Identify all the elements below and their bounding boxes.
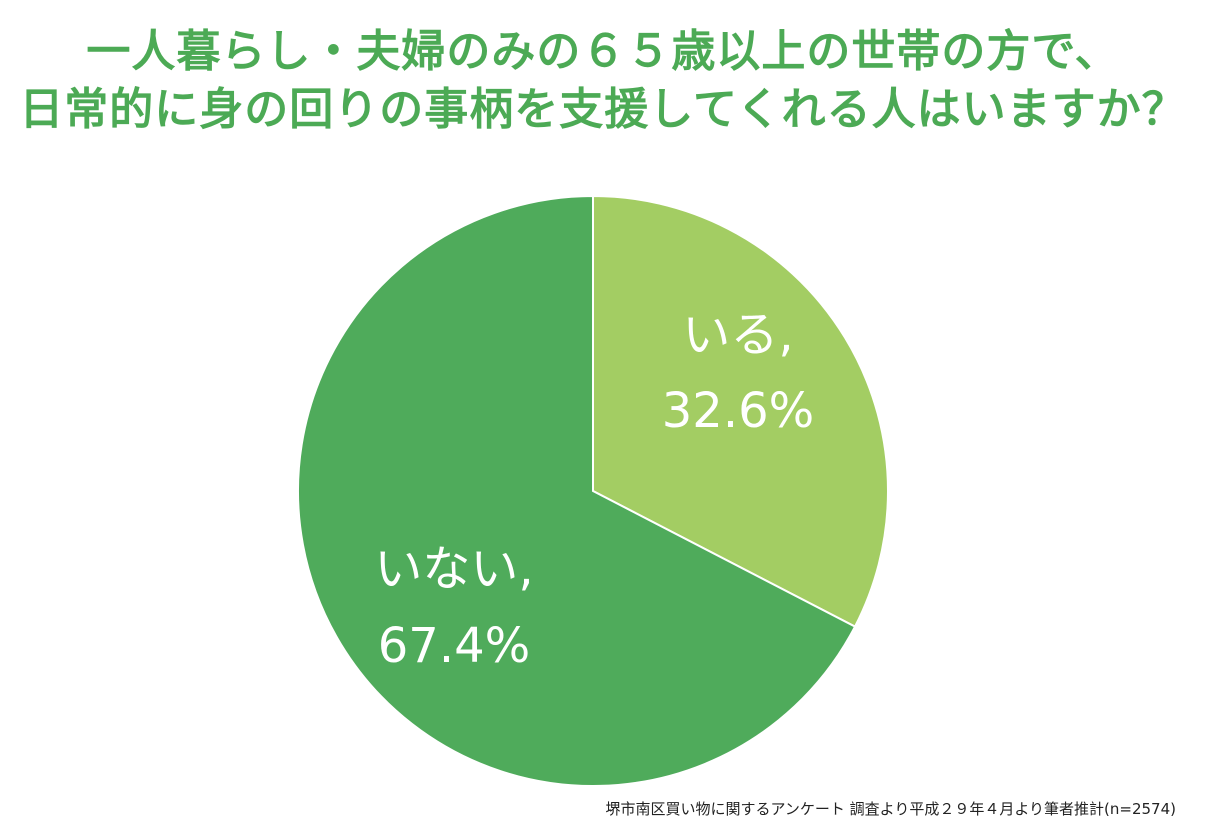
pie-slice-1 [297, 194, 857, 787]
slice-value-iru: 32.6% [662, 383, 814, 439]
pie-labels: いる, 32.6% いない, 67.4% [374, 307, 814, 674]
slice-label-inai: いない, [374, 541, 533, 597]
pie-slice-0 [592, 194, 889, 628]
chart-title-line-1: 一人暮らし・夫婦のみの６５歳以上の世帯の方で、 [86, 26, 1120, 77]
chart-title-line-2: 日常的に身の回りの事柄を支援してくれる人はいますか？ [19, 84, 1187, 135]
pie-slices [297, 194, 889, 787]
slice-label-iru: いる, [682, 307, 793, 363]
slice-value-inai: 67.4% [378, 618, 530, 674]
source-note: 堺市南区買い物に関するアンケート 調査より平成２９年４月より筆者推計(n=257… [605, 800, 1176, 818]
